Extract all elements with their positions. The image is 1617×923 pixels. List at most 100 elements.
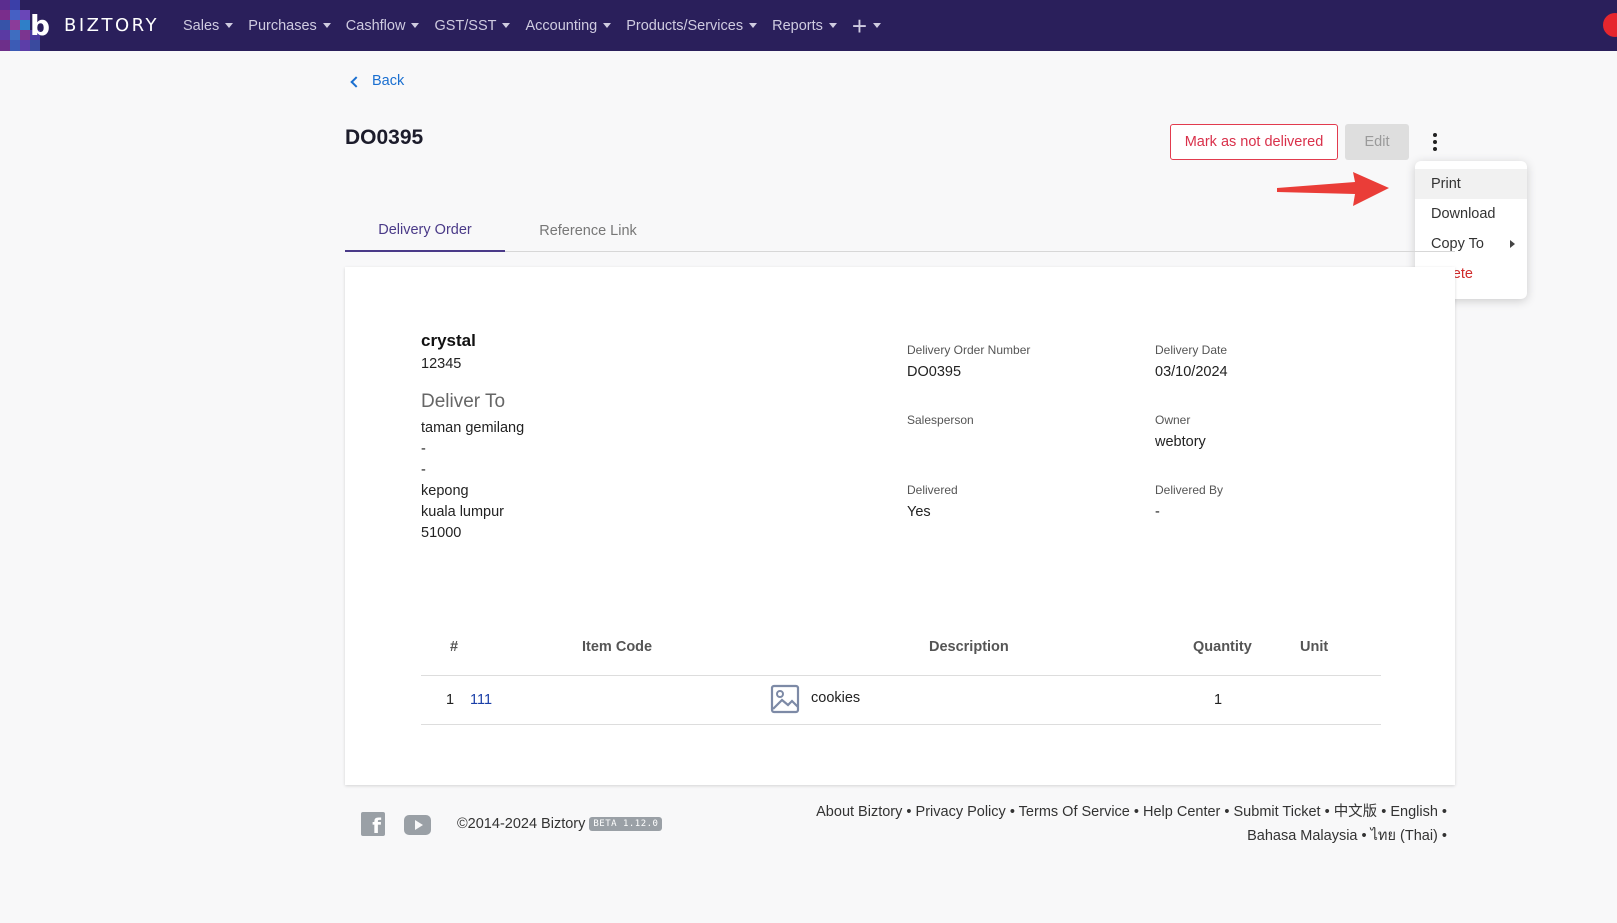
address-line: taman gemilang xyxy=(421,420,525,436)
do-number-label: Delivery Order Number xyxy=(907,343,1031,357)
col-header-unit: Unit xyxy=(1300,639,1329,655)
col-header-item-code: Item Code xyxy=(582,639,653,655)
footer-link-privacy[interactable]: Privacy Policy xyxy=(915,804,1006,820)
nav-products-services-label: Products/Services xyxy=(626,17,744,34)
tab-reference-link[interactable]: Reference Link xyxy=(539,223,637,239)
image-placeholder-icon xyxy=(770,684,800,714)
nav-reports[interactable]: Reports xyxy=(772,18,837,34)
chevron-down-icon xyxy=(873,23,882,28)
nav-cashflow[interactable]: Cashflow xyxy=(346,18,420,34)
copyright: ©2014-2024 Biztory BETA 1.12.0 xyxy=(457,816,663,832)
footer-link-about[interactable]: About Biztory xyxy=(816,804,903,820)
nav-sales-label: Sales xyxy=(183,17,220,34)
row-num: 1 xyxy=(446,692,455,708)
user-avatar[interactable] xyxy=(1603,13,1617,37)
youtube-icon[interactable] xyxy=(404,815,431,835)
chevron-right-icon xyxy=(1510,240,1515,248)
annotation-arrow-icon xyxy=(1277,172,1389,206)
address-line: 51000 xyxy=(421,525,462,541)
table-header-divider xyxy=(421,675,1381,676)
menu-item-copy-to-label: Copy To xyxy=(1431,236,1484,252)
chevron-down-icon xyxy=(828,23,837,28)
copyright-text: ©2014-2024 Biztory xyxy=(457,816,586,832)
brand-logo[interactable]: b BIZTORY xyxy=(0,0,170,51)
brand-name: BIZTORY xyxy=(64,15,160,36)
logo-pixel-decoration xyxy=(0,0,70,51)
version-badge: BETA 1.12.0 xyxy=(589,817,663,831)
top-navbar: b BIZTORY Sales Purchases Cashflow GST/S… xyxy=(0,0,1617,51)
footer-separator: • xyxy=(1361,828,1367,844)
menu-item-print[interactable]: Print xyxy=(1415,169,1527,199)
chevron-down-icon xyxy=(322,23,331,28)
back-label: Back xyxy=(372,73,405,89)
chevron-down-icon xyxy=(749,23,758,28)
delivery-order-card: crystal 12345 Deliver To taman gemilang … xyxy=(345,267,1455,785)
mark-not-delivered-button[interactable]: Mark as not delivered xyxy=(1170,124,1338,160)
delivery-date-label: Delivery Date xyxy=(1155,343,1228,357)
footer-links: About Biztory • Privacy Policy • Terms O… xyxy=(807,800,1447,848)
delivered-by-label: Delivered By xyxy=(1155,483,1224,497)
chevron-down-icon xyxy=(225,23,234,28)
page-title: DO0395 xyxy=(345,126,424,149)
footer-separator: • xyxy=(1224,804,1230,820)
tab-bar: Delivery Order Reference Link xyxy=(345,210,1455,252)
nav-reports-label: Reports xyxy=(772,17,823,34)
do-number-value: DO0395 xyxy=(907,364,962,380)
tab-delivery-order[interactable]: Delivery Order xyxy=(345,210,505,252)
footer-link-chinese[interactable]: 中文版 xyxy=(1333,804,1378,820)
nav-accounting-label: Accounting xyxy=(525,17,598,34)
footer-separator: • xyxy=(1133,804,1139,820)
row-description: cookies xyxy=(811,690,861,706)
back-link[interactable]: Back xyxy=(350,73,405,89)
delivered-label: Delivered xyxy=(907,483,958,497)
owner-value: webtory xyxy=(1155,434,1206,450)
col-header-description: Description xyxy=(929,639,1009,655)
menu-item-download[interactable]: Download xyxy=(1431,206,1496,222)
chevron-down-icon xyxy=(502,23,511,28)
edit-button[interactable]: Edit xyxy=(1345,124,1409,160)
nav-quick-add[interactable]: + xyxy=(852,13,882,39)
col-header-num: # xyxy=(450,639,459,655)
nav-purchases-label: Purchases xyxy=(248,17,317,34)
delivery-date-value: 03/10/2024 xyxy=(1155,364,1228,380)
nav-gst-sst[interactable]: GST/SST xyxy=(434,17,511,34)
footer-link-thai[interactable]: ไทย (Thai) xyxy=(1370,828,1438,844)
chevron-left-icon xyxy=(350,75,362,88)
nav-cashflow-label: Cashflow xyxy=(345,17,406,34)
deliver-to-heading: Deliver To xyxy=(421,391,506,412)
nav-accounting[interactable]: Accounting xyxy=(525,17,612,34)
footer-link-ticket[interactable]: Submit Ticket xyxy=(1233,804,1321,820)
nav-purchases[interactable]: Purchases xyxy=(248,18,331,34)
table-row-divider xyxy=(421,724,1381,725)
chevron-down-icon xyxy=(603,23,612,28)
nav-sales[interactable]: Sales xyxy=(183,17,234,34)
row-item-code-link[interactable]: 111 xyxy=(470,692,493,708)
footer-separator: • xyxy=(906,804,912,820)
nav-gst-sst-label: GST/SST xyxy=(434,17,497,34)
row-quantity: 1 xyxy=(1214,692,1223,708)
footer-separator: • xyxy=(1324,804,1330,820)
footer-link-malay[interactable]: Bahasa Malaysia xyxy=(1247,828,1358,844)
footer-link-help[interactable]: Help Center xyxy=(1143,804,1221,820)
owner-label: Owner xyxy=(1155,413,1191,427)
footer-separator: • xyxy=(1441,828,1447,844)
customer-name: crystal xyxy=(421,331,476,350)
address-line: - xyxy=(421,441,426,457)
address-line: - xyxy=(421,462,426,478)
salesperson-label: Salesperson xyxy=(907,413,974,427)
chevron-down-icon xyxy=(411,23,420,28)
main-nav: Sales Purchases Cashflow GST/SST Account… xyxy=(183,13,896,39)
address-line: kuala lumpur xyxy=(421,504,505,520)
footer-separator: • xyxy=(1381,804,1387,820)
nav-products-services[interactable]: Products/Services xyxy=(626,17,758,34)
footer-link-english[interactable]: English xyxy=(1390,804,1438,820)
footer-link-terms[interactable]: Terms Of Service xyxy=(1018,804,1130,820)
address-line: kepong xyxy=(421,483,469,499)
table-row[interactable]: 1 111 cookies 1 xyxy=(421,675,1381,724)
menu-item-copy-to[interactable]: Copy To xyxy=(1415,229,1527,259)
more-options-icon[interactable] xyxy=(1424,128,1446,156)
delivered-value: Yes xyxy=(907,504,931,520)
customer-code: 12345 xyxy=(421,356,462,372)
footer-separator: • xyxy=(1441,804,1447,820)
facebook-icon[interactable]: f xyxy=(361,812,385,836)
